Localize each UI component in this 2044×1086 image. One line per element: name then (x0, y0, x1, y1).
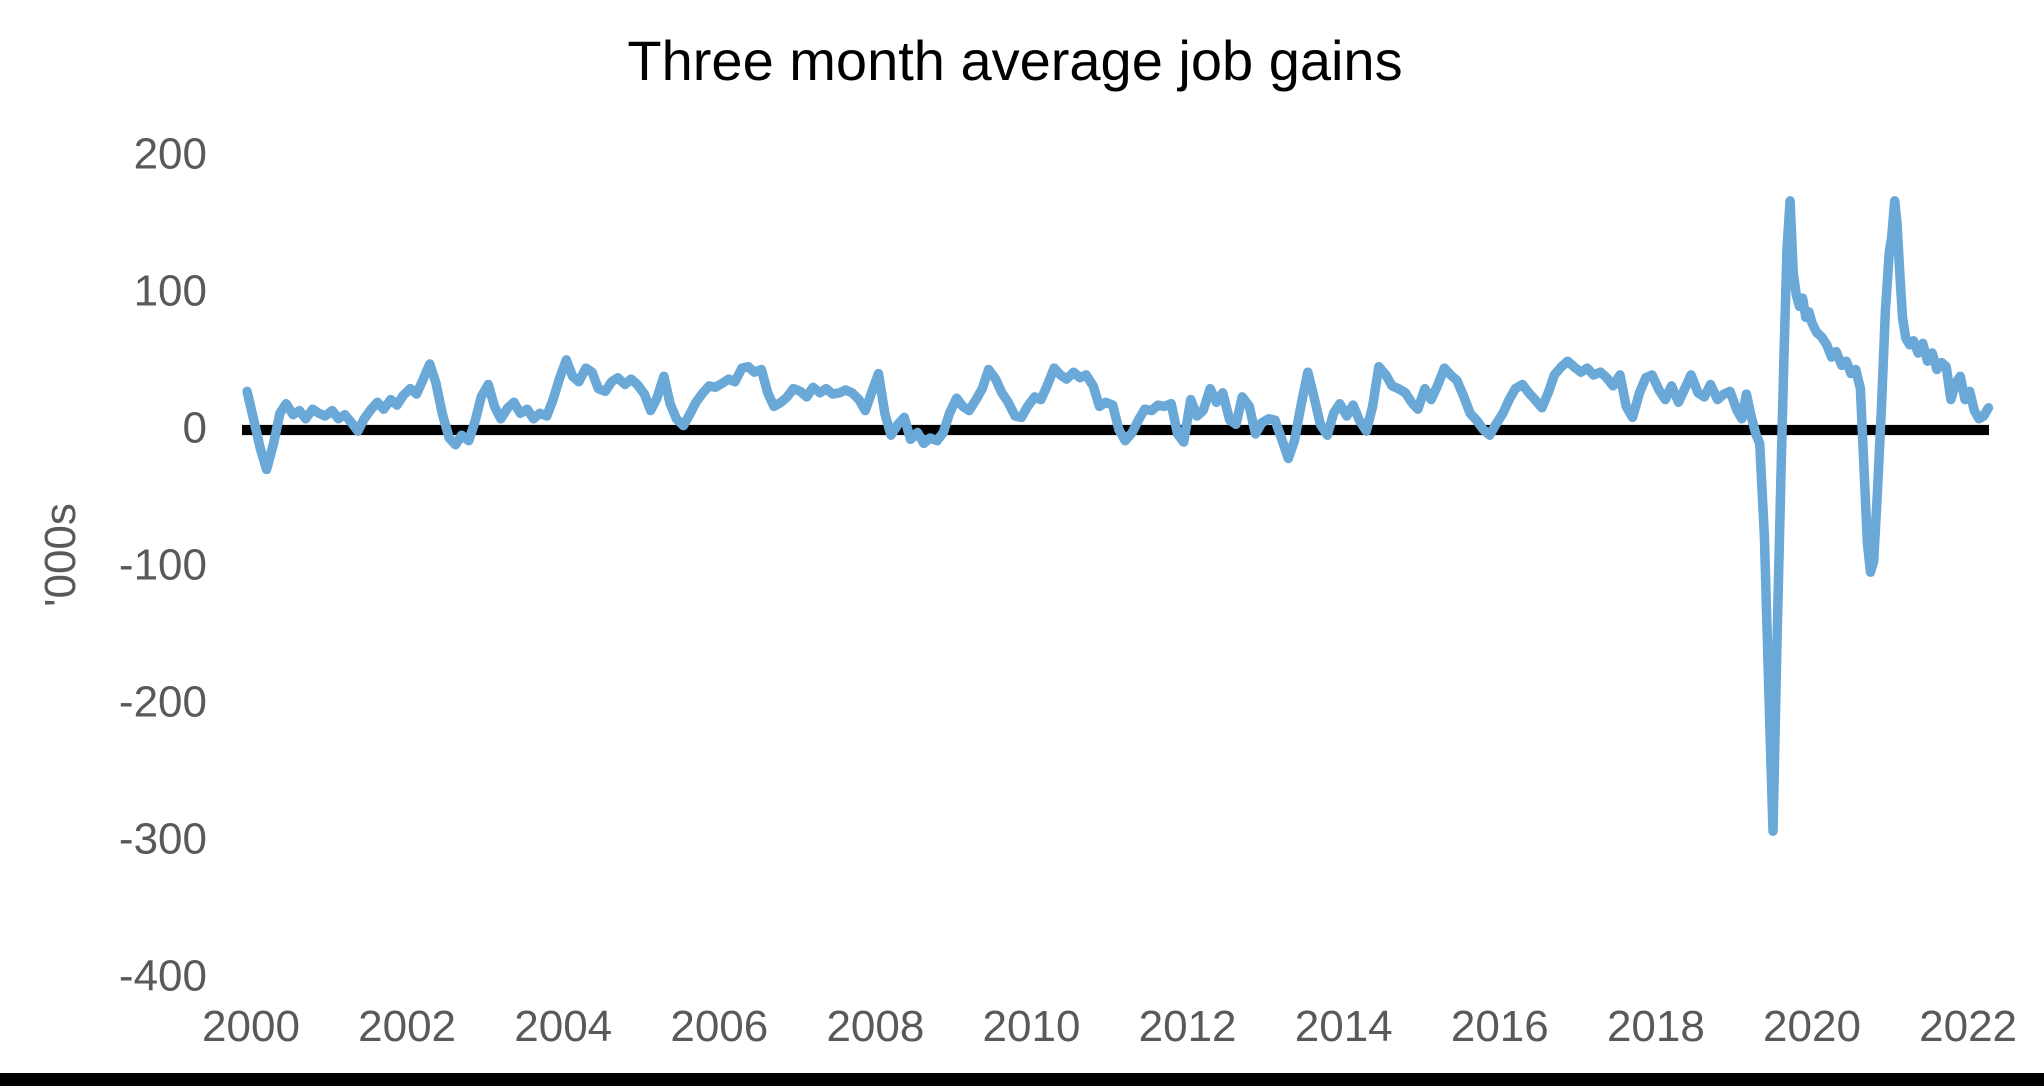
y-axis-tick-label: 200 (134, 130, 207, 179)
bottom-border-bar (0, 1073, 2044, 1086)
x-axis-tick-label: 2002 (358, 1002, 456, 1051)
data-series-group (242, 196, 1994, 836)
y-axis-tick-label: 0 (183, 404, 207, 453)
x-axis-tick-labels: 2000 2002 2004 2006 2008 2010 2012 2014 2016 2018… (202, 1002, 2017, 1051)
y-axis-tick-label: -400 (119, 952, 207, 1001)
x-axis-tick-label: 2008 (826, 1002, 924, 1051)
x-axis-tick-label: 2020 (1763, 1002, 1861, 1051)
y-axis-tick-label: 100 (134, 267, 207, 316)
x-axis-tick-label: 2016 (1451, 1002, 1549, 1051)
x-axis-tick-label: 2004 (514, 1002, 612, 1051)
y-axis-tick-labels: 200 100 0 -100 -200 -300 -400 (119, 130, 207, 1001)
x-axis-tick-label: 2012 (1139, 1002, 1237, 1051)
x-axis-tick-label: 2010 (983, 1002, 1081, 1051)
x-axis-tick-label: 2014 (1295, 1002, 1393, 1051)
x-axis-tick-label: 2006 (670, 1002, 768, 1051)
y-axis-title: '000s (36, 503, 85, 607)
y-axis-tick-label: -200 (119, 678, 207, 727)
y-axis-tick-label: -300 (119, 815, 207, 864)
data-line (242, 196, 1994, 836)
x-axis-tick-label: 2018 (1607, 1002, 1705, 1051)
chart-title: Three month average job gains (627, 29, 1402, 92)
x-axis-tick-label: 2022 (1919, 1002, 2017, 1051)
y-axis-tick-label: -100 (119, 541, 207, 590)
x-axis-tick-label: 2000 (202, 1002, 300, 1051)
